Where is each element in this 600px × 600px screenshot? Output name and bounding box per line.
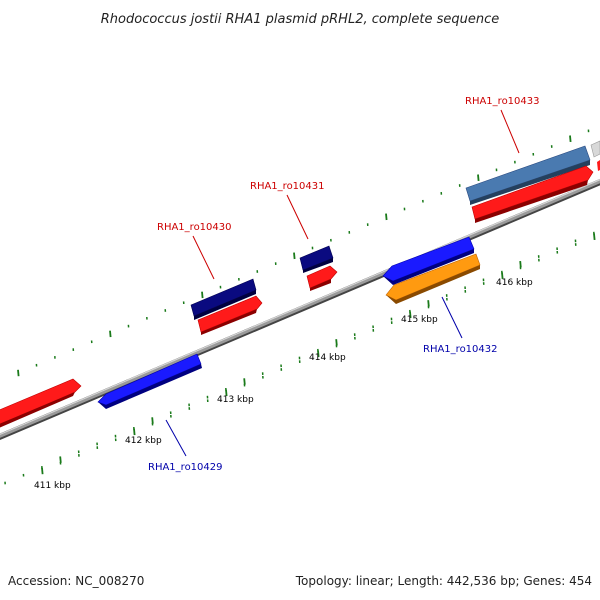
- gene-arrow-ro10432-blue[interactable]: [382, 236, 475, 282]
- guide-dot-upper: [477, 174, 480, 181]
- gene-label-ro10429[interactable]: RHA1_ro10429: [148, 462, 223, 473]
- gene-arrow-ro10430[interactable]: [197, 295, 263, 333]
- gene-features: RHA1_ro10429 RHA1_ro10430 RHA1_ro10431 R…: [0, 96, 600, 473]
- guide-dot-lower: [151, 417, 154, 424]
- gene-label-ro10431[interactable]: RHA1_ro10431: [250, 181, 325, 192]
- gene-arrow-ro10432[interactable]: [385, 253, 481, 301]
- gene-arrow-shadow: [386, 265, 480, 304]
- guide-dot-lower: [427, 300, 430, 307]
- dna-backbone: [0, 178, 600, 441]
- gene-arrow-shadow: [383, 249, 474, 285]
- ruler-label-416: 416 kbp: [496, 278, 533, 288]
- guide-dot-lower: [243, 378, 246, 385]
- ruler-label-411: 411 kbp: [34, 481, 71, 491]
- gene-arrow-shadow: [98, 364, 202, 409]
- gene-label-ro10433[interactable]: RHA1_ro10433: [465, 96, 540, 107]
- gene-arrow-ro10431[interactable]: [306, 265, 338, 289]
- ruler-tick: [317, 350, 320, 358]
- ruler-label-414: 414 kbp: [309, 353, 346, 363]
- gene-label-ro10432[interactable]: RHA1_ro10432: [423, 344, 498, 355]
- gene-block-shadow: [194, 290, 256, 320]
- ruler-tick: [593, 233, 596, 240]
- gene-block-offscreen[interactable]: [590, 140, 600, 158]
- ruler-tick: [501, 272, 504, 279]
- leader-line-ro10431: [286, 194, 309, 240]
- ruler-label-413: 413 kbp: [217, 395, 254, 405]
- ruler-label-415: 415 kbp: [401, 315, 438, 325]
- gene-arrow-offscreen[interactable]: [597, 160, 600, 171]
- gene-arrow-shadow: [0, 392, 75, 428]
- leader-line-ro10433: [500, 109, 520, 154]
- map-title: Rhodococcus jostii RHA1 plasmid pRHL2, c…: [101, 12, 499, 27]
- guide-dot-upper: [17, 369, 20, 377]
- ruler-tick: [41, 467, 44, 475]
- guide-dot-lower: [335, 339, 338, 346]
- ruler-labels: 411 kbp 412 kbp 413 kbp 414 kbp 415 kbp …: [34, 278, 533, 491]
- leader-line-ro10430: [192, 235, 215, 280]
- gene-arrow-left-forward[interactable]: [0, 378, 82, 432]
- gene-block-shadow: [303, 258, 333, 273]
- scale-ruler: [41, 233, 596, 475]
- guide-dot-upper: [569, 135, 572, 142]
- ruler-tick: [225, 389, 228, 397]
- gene-label-ro10430[interactable]: RHA1_ro10430: [157, 222, 232, 233]
- guide-dot-upper: [293, 252, 296, 260]
- gene-block-shadow: [470, 160, 590, 205]
- gene-arrow-ro10429[interactable]: [97, 353, 202, 406]
- guide-dot-upper: [109, 330, 112, 338]
- guide-dot-lower: [519, 261, 522, 268]
- gene-arrow-shadow: [310, 279, 331, 291]
- gene-arrow-shadow: [475, 180, 588, 223]
- accession-text: Accession: NC_008270: [8, 574, 144, 588]
- ruler-label-412: 412 kbp: [125, 436, 162, 446]
- ruler-tick: [133, 428, 136, 436]
- gene-arrow-ro10433[interactable]: [471, 165, 594, 220]
- gene-arrow-shadow: [201, 309, 257, 335]
- sequence-summary: Topology: linear; Length: 442,536 bp; Ge…: [295, 574, 592, 588]
- leader-line-ro10429: [165, 419, 187, 457]
- guide-dot-upper: [385, 213, 388, 221]
- ruler-tick: [409, 311, 412, 319]
- guide-dot-lower: [59, 456, 62, 463]
- leader-line-ro10432: [441, 296, 463, 339]
- guide-dot-upper: [201, 291, 204, 299]
